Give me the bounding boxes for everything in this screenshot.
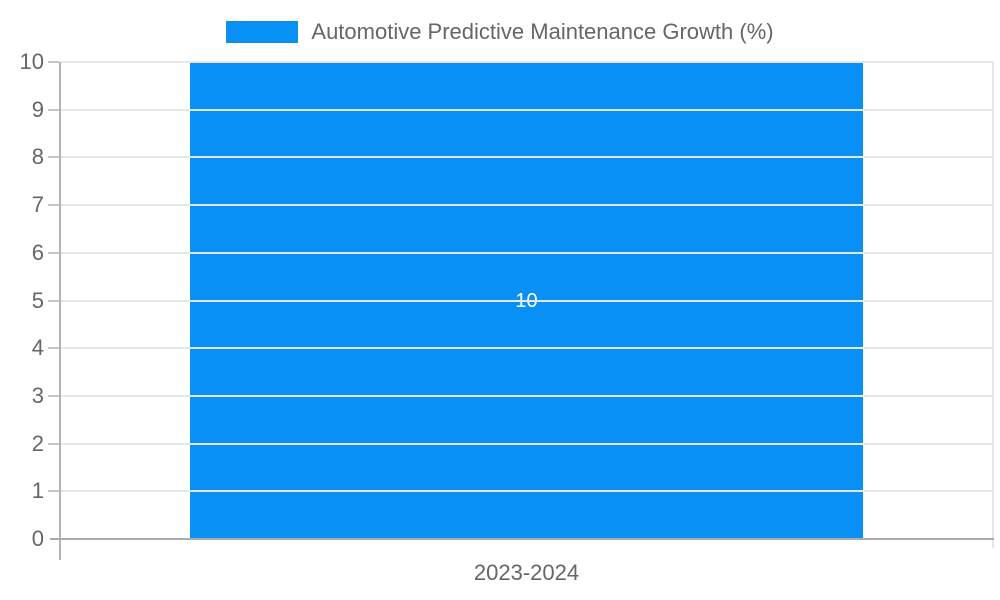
- y-tick-mark: [48, 347, 59, 350]
- y-tick-mark: [48, 156, 59, 159]
- y-axis-tick-label: 3: [31, 382, 44, 408]
- gridline: [60, 490, 993, 493]
- plot-area: 10: [60, 61, 993, 539]
- x-axis-category-label: 2023-2024: [473, 560, 580, 585]
- y-tick-mark: [48, 61, 59, 63]
- x-axis-baseline: [50, 538, 994, 540]
- y-axis-tick-label: 8: [31, 144, 44, 170]
- y-axis-tick-label: 10: [19, 49, 44, 74]
- gridline: [60, 442, 993, 445]
- gridline: [60, 347, 993, 350]
- y-axis-tick-label: 9: [31, 96, 44, 122]
- legend-label: Automotive Predictive Maintenance Growth…: [311, 19, 774, 44]
- y-axis-labels: 0 1 2 3 4 5 6 7 8 9 10: [0, 49, 44, 551]
- gridline: [60, 394, 993, 397]
- chart-legend: Automotive Predictive Maintenance Growth…: [0, 19, 1000, 45]
- y-axis-tick-label: 7: [31, 192, 44, 218]
- y-tick-mark: [48, 251, 59, 254]
- y-tick-mark: [48, 442, 59, 445]
- plot-right-border: [992, 62, 994, 548]
- y-tick-mark: [48, 299, 59, 302]
- y-axis-tick-label: 0: [31, 526, 44, 551]
- gridline: [60, 251, 993, 254]
- y-tick-mark: [48, 204, 59, 207]
- y-axis-tick-label: 6: [31, 239, 44, 265]
- gridline: [60, 299, 993, 302]
- y-axis-tick-label: 5: [31, 287, 44, 313]
- y-tick-mark: [48, 394, 59, 397]
- y-axis-tick-label: 4: [31, 335, 44, 361]
- gridline: [60, 156, 993, 159]
- y-axis-tick-label: 2: [31, 430, 44, 456]
- gridline: [60, 204, 993, 207]
- y-axis-line: [59, 62, 61, 560]
- gridline: [60, 108, 993, 111]
- y-tick-mark: [48, 490, 59, 493]
- y-tick-mark: [48, 108, 59, 111]
- gridline: [60, 61, 993, 63]
- y-axis-tick-marks: [48, 61, 59, 539]
- legend-swatch: [226, 21, 299, 43]
- y-axis-tick-label: 1: [31, 478, 44, 504]
